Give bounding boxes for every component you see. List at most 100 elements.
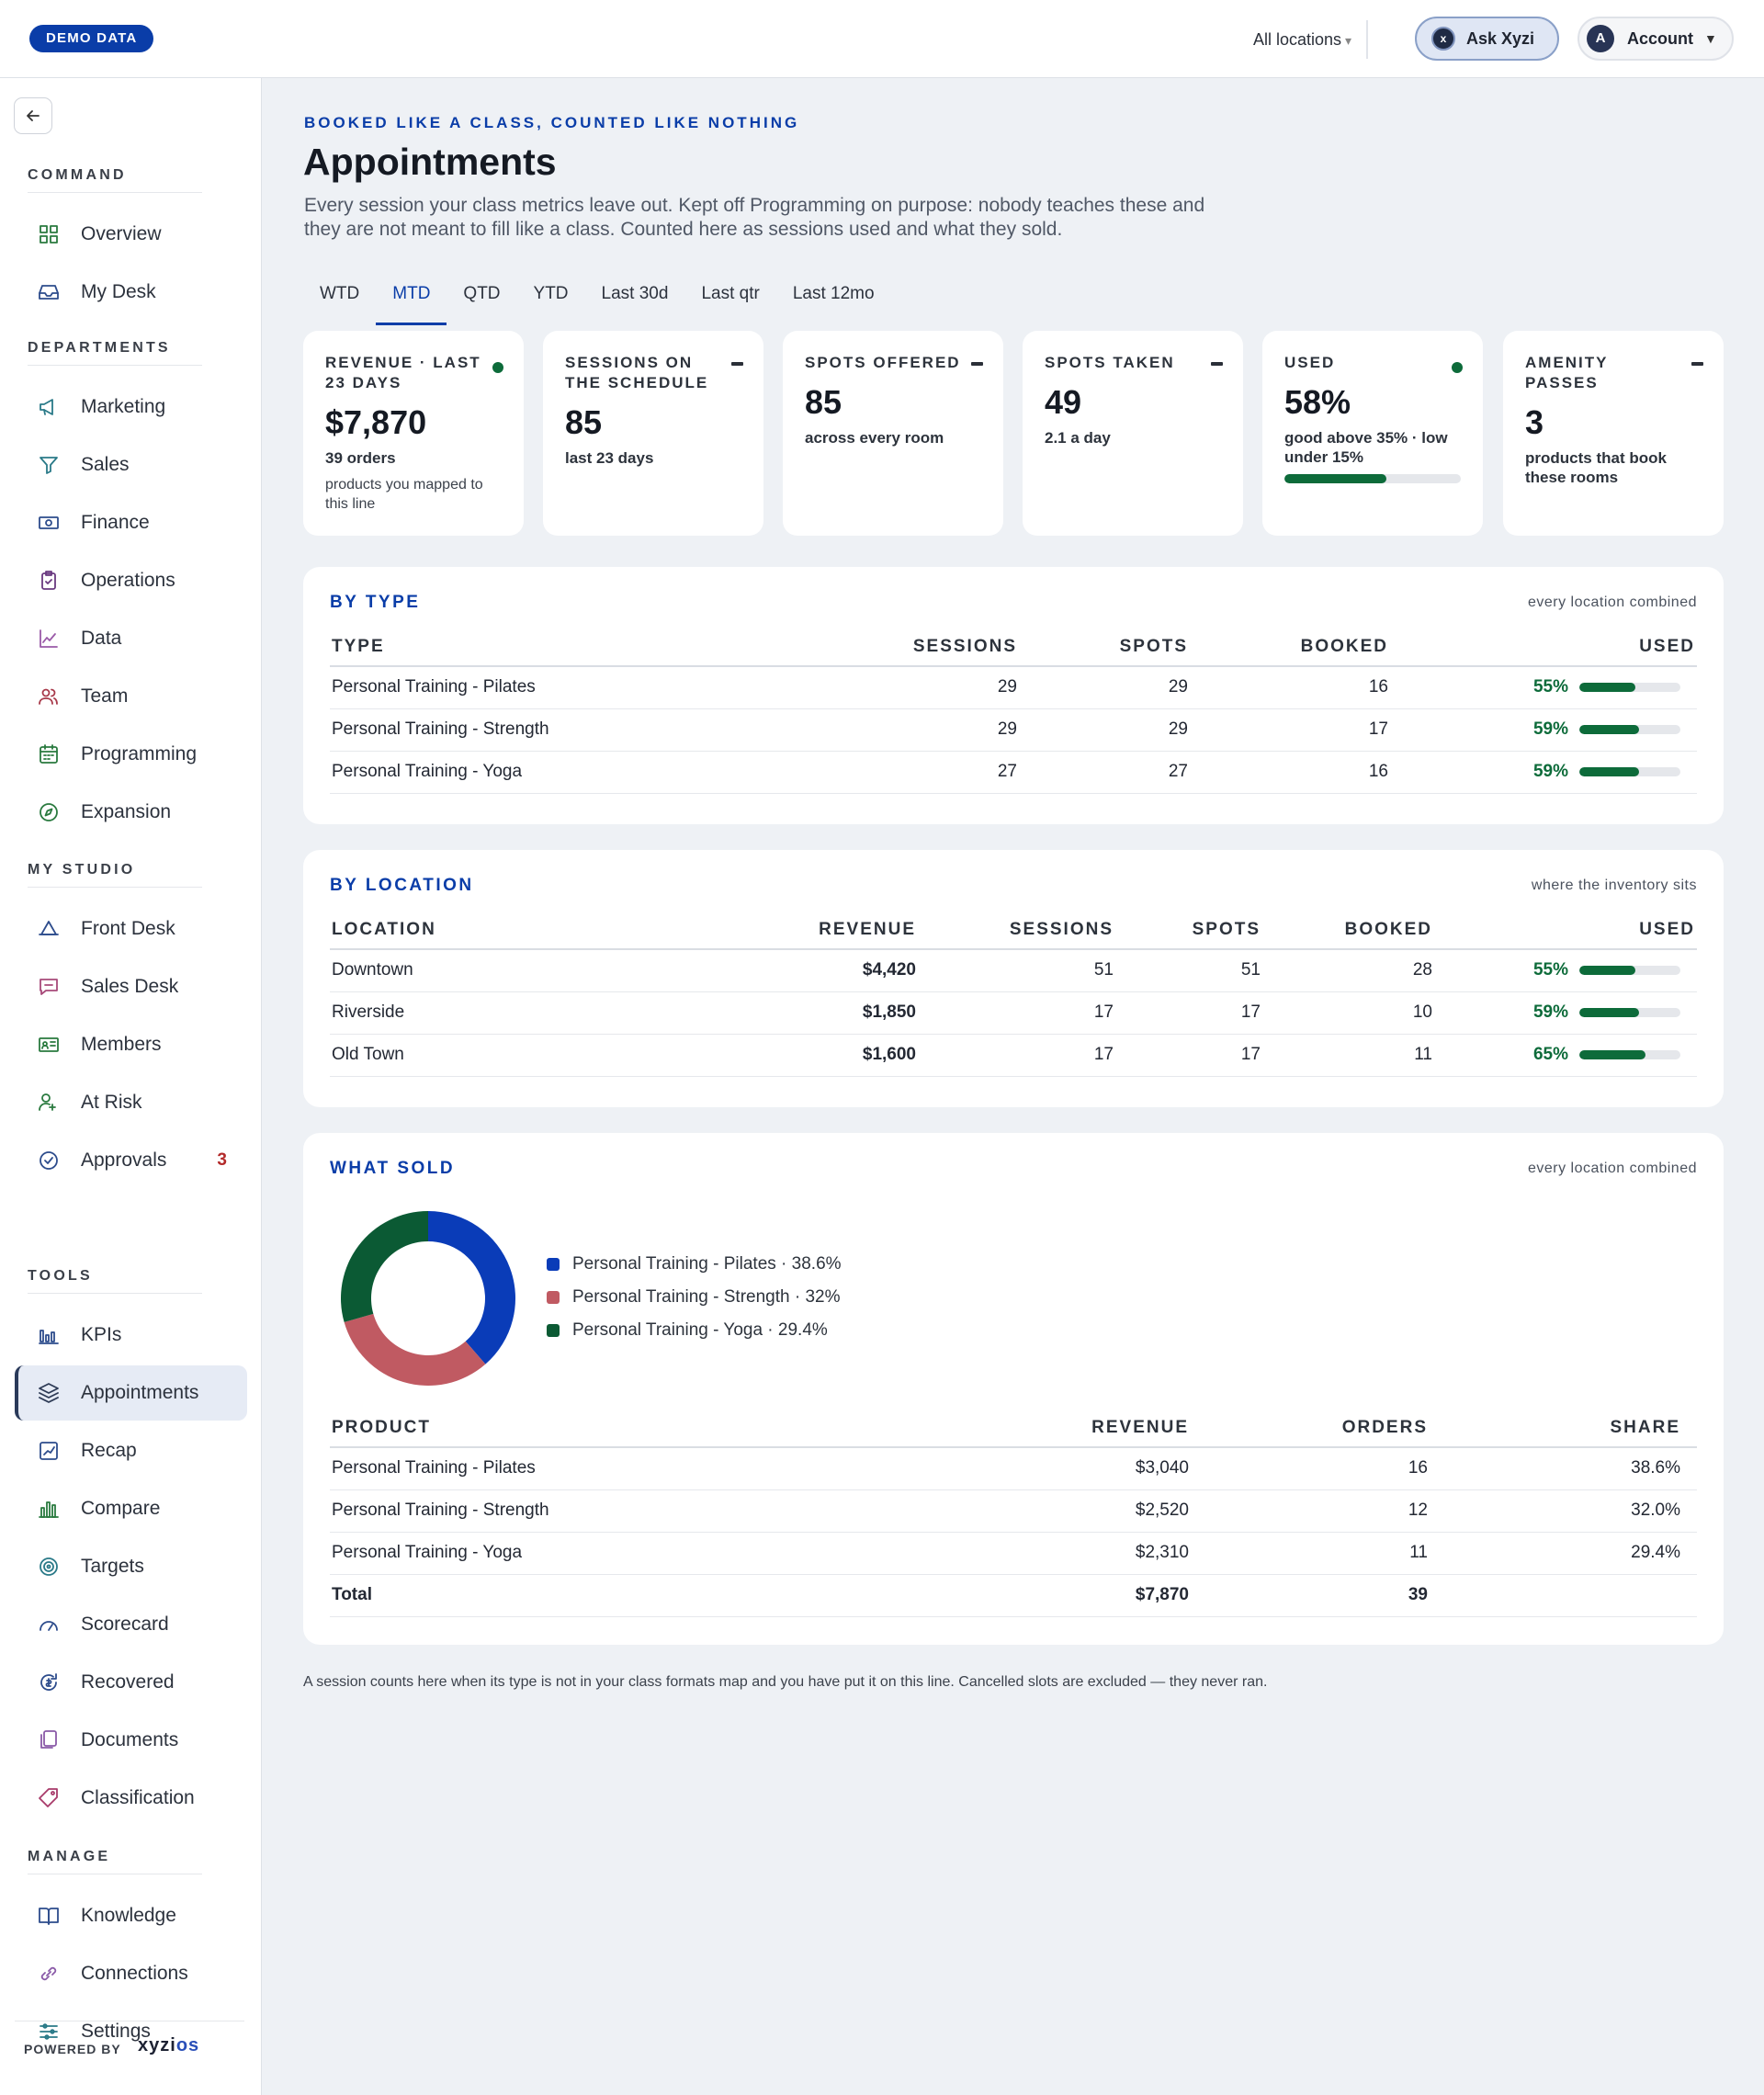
sidebar-item-operations[interactable]: Operations bbox=[15, 553, 247, 608]
sidebar-item-members[interactable]: Members bbox=[15, 1017, 247, 1072]
what-sold-table: PRODUCT REVENUE ORDERS SHARE Personal Tr… bbox=[330, 1409, 1697, 1617]
sessions-cell: 29 bbox=[771, 708, 1019, 752]
sidebar-item-kpis[interactable]: KPIs bbox=[15, 1308, 247, 1363]
booked-cell: 17 bbox=[1190, 708, 1390, 752]
by-location-title: BY LOCATION bbox=[330, 876, 474, 895]
tab-qtd[interactable]: QTD bbox=[463, 284, 501, 303]
sidebar-item-recap[interactable]: Recap bbox=[15, 1423, 247, 1478]
sidebar-item-label: Approvals bbox=[81, 1149, 167, 1171]
sidebar-item-sales[interactable]: Sales bbox=[15, 437, 247, 493]
tab-last-12mo[interactable]: Last 12mo bbox=[792, 284, 875, 303]
sidebar-item-label: Members bbox=[81, 1034, 162, 1055]
sidebar-item-team[interactable]: Team bbox=[15, 669, 247, 724]
legend-swatch bbox=[547, 1324, 560, 1337]
kpi-value: 85 bbox=[565, 403, 603, 441]
what-sold-title: WHAT SOLD bbox=[330, 1159, 456, 1178]
sidebar-item-sales-desk[interactable]: Sales Desk bbox=[15, 959, 247, 1014]
sidebar-item-label: Recap bbox=[81, 1440, 137, 1461]
sidebar-item-scorecard[interactable]: Scorecard bbox=[15, 1597, 247, 1652]
id-card-icon bbox=[39, 1037, 59, 1052]
share-cell: 29.4% bbox=[1430, 1532, 1697, 1575]
donut-slice[interactable] bbox=[341, 1211, 428, 1322]
column-header: SESSIONS bbox=[771, 628, 1019, 667]
total-row: Total $7,870 39 bbox=[330, 1574, 1697, 1617]
used-cell: 59% bbox=[1390, 751, 1697, 794]
sidebar-item-finance[interactable]: Finance bbox=[15, 495, 247, 550]
inbox-icon bbox=[39, 285, 59, 300]
table-row: Personal Training - Yoga 27 27 16 59% bbox=[330, 751, 1697, 794]
sidebar-item-settings[interactable]: Settings bbox=[15, 2004, 247, 2059]
table-row: Personal Training - Strength 29 29 17 59… bbox=[330, 708, 1697, 752]
dash-icon bbox=[731, 362, 743, 366]
tab-ytd[interactable]: YTD bbox=[533, 284, 569, 303]
sidebar-item-at-risk[interactable]: At Risk bbox=[15, 1075, 247, 1130]
demo-data-badge: DEMO DATA bbox=[29, 25, 154, 52]
sidebar-item-my-desk[interactable]: My Desk bbox=[15, 265, 247, 320]
chevron-down-icon: ▼ bbox=[1704, 31, 1717, 46]
kpi-value: 85 bbox=[805, 383, 842, 421]
kpi-value: 3 bbox=[1525, 403, 1544, 441]
sidebar-item-compare[interactable]: Compare bbox=[15, 1481, 247, 1536]
used-bar-fill bbox=[1579, 1008, 1639, 1017]
sidebar-item-front-desk[interactable]: Front Desk bbox=[15, 901, 247, 957]
sidebar-item-expansion[interactable]: Expansion bbox=[15, 785, 247, 840]
grid-icon bbox=[40, 225, 58, 243]
tab-mtd[interactable]: MTD bbox=[376, 276, 447, 325]
tab-wtd[interactable]: WTD bbox=[320, 284, 360, 303]
sidebar-item-connections[interactable]: Connections bbox=[15, 1946, 247, 2001]
sidebar-section-title: COMMAND bbox=[28, 167, 127, 183]
kpi-card: REVENUE · LAST 23 DAYS $7,870 39 orders p… bbox=[303, 331, 524, 536]
by-type-panel: BY TYPE every location combined TYPE SES… bbox=[303, 567, 1724, 824]
ask-xyzi-button[interactable]: x Ask Xyzi bbox=[1415, 17, 1559, 61]
brand-logo: xyzios bbox=[138, 2035, 199, 2056]
sidebar-item-recovered[interactable]: Recovered bbox=[15, 1655, 247, 1710]
share-cell: 38.6% bbox=[1430, 1447, 1697, 1490]
sidebar-item-overview[interactable]: Overview bbox=[15, 207, 247, 262]
sidebar-item-label: Finance bbox=[81, 512, 150, 533]
sidebar-item-label: Front Desk bbox=[81, 918, 175, 939]
dash-icon bbox=[971, 362, 983, 366]
sidebar-section-divider bbox=[28, 1293, 202, 1294]
tab-last-qtr[interactable]: Last qtr bbox=[701, 284, 760, 303]
link-icon bbox=[40, 1966, 57, 1981]
avatar: A bbox=[1587, 25, 1614, 52]
sidebar-item-label: Expansion bbox=[81, 801, 172, 822]
location-select[interactable]: All locations ▾ bbox=[1253, 20, 1369, 59]
kpi-subtext: last 23 days bbox=[565, 449, 654, 467]
sidebar-item-programming[interactable]: Programming bbox=[15, 727, 247, 782]
sidebar-item-label: Classification bbox=[81, 1787, 195, 1808]
revenue-cell: $4,420 bbox=[688, 949, 918, 992]
collapse-sidebar-button[interactable] bbox=[14, 97, 52, 134]
sidebar-item-knowledge[interactable]: Knowledge bbox=[15, 1888, 247, 1943]
spots-cell: 17 bbox=[1115, 991, 1262, 1035]
sidebar-item-targets[interactable]: Targets bbox=[15, 1539, 247, 1594]
tab-last-30d[interactable]: Last 30d bbox=[601, 284, 669, 303]
chevron-down-icon: ▾ bbox=[1345, 33, 1352, 48]
sidebar-item-marketing[interactable]: Marketing bbox=[15, 379, 247, 435]
product-cell: Personal Training - Pilates bbox=[330, 1447, 844, 1490]
sidebar-item-documents[interactable]: Documents bbox=[15, 1713, 247, 1768]
banknote-icon bbox=[39, 516, 59, 529]
product-cell: Personal Training - Yoga bbox=[330, 1532, 844, 1575]
sidebar-item-label: Marketing bbox=[81, 396, 166, 417]
by-location-table: LOCATION REVENUE SESSIONS SPOTS BOOKED U… bbox=[330, 911, 1697, 1077]
sidebar-section-divider bbox=[28, 365, 202, 366]
used-percent: 59% bbox=[1532, 719, 1568, 739]
legend-label: Personal Training - Pilates · 38.6% bbox=[572, 1254, 842, 1274]
total-revenue: $7,870 bbox=[844, 1574, 1191, 1617]
legend-swatch bbox=[547, 1291, 560, 1304]
sidebar-item-data[interactable]: Data bbox=[15, 611, 247, 666]
line-chart-icon bbox=[40, 629, 58, 648]
layers-icon bbox=[39, 1383, 59, 1403]
by-location-panel: BY LOCATION where the inventory sits LOC… bbox=[303, 850, 1724, 1107]
donut-slice[interactable] bbox=[344, 1313, 486, 1386]
legend-swatch bbox=[547, 1258, 560, 1271]
account-button[interactable]: A Account ▼ bbox=[1577, 17, 1734, 61]
used-cell: 55% bbox=[1434, 949, 1697, 992]
table-row: Old Town $1,600 17 17 11 65% bbox=[330, 1034, 1697, 1077]
donut-slice[interactable] bbox=[428, 1211, 515, 1365]
sidebar-item-approvals[interactable]: Approvals 3 bbox=[15, 1133, 247, 1188]
sidebar-item-label: Scorecard bbox=[81, 1614, 169, 1635]
sidebar-item-classification[interactable]: Classification bbox=[15, 1771, 247, 1826]
sidebar-item-appointments[interactable]: Appointments bbox=[15, 1365, 247, 1421]
